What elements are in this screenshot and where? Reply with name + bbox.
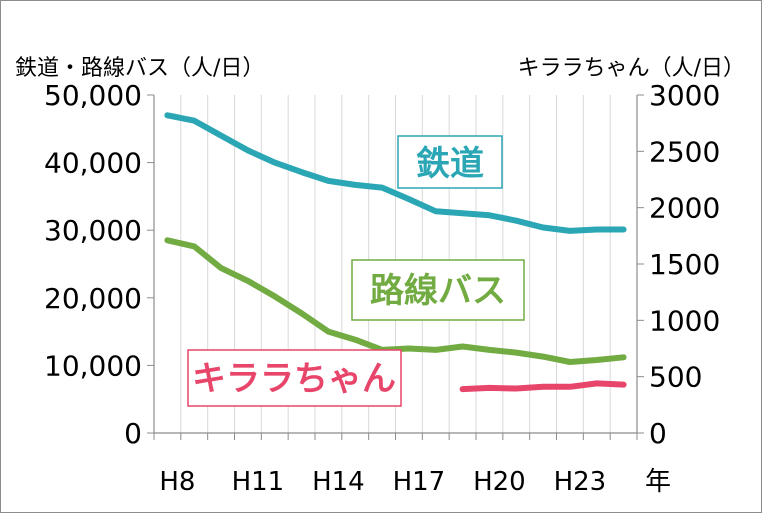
label-kirara-text: キララちゃん bbox=[192, 359, 396, 399]
y-tick-label-left: 20,000 bbox=[44, 282, 142, 315]
label-tetsudo: 鉄道 bbox=[397, 135, 503, 189]
y-tick-label-right: 0 bbox=[649, 417, 667, 450]
label-kirara: キララちゃん bbox=[187, 349, 402, 407]
y-axis-title-left: 鉄道・路線バス（人/日） bbox=[15, 56, 264, 81]
x-tick-label: H20 bbox=[473, 467, 526, 497]
y-tick-label-left: 30,000 bbox=[44, 214, 142, 247]
x-tick-label: H11 bbox=[232, 467, 285, 497]
y-tick-label-right: 2500 bbox=[649, 135, 720, 168]
label-rosenbus: 路線バス bbox=[351, 259, 525, 321]
y-tick-label-left: 40,000 bbox=[44, 147, 142, 180]
y-tick-label-right: 500 bbox=[649, 361, 702, 394]
y-tick-label-right: 3000 bbox=[649, 79, 720, 112]
x-tick-label: H8 bbox=[159, 467, 195, 497]
y-tick-label-left: 0 bbox=[124, 417, 142, 450]
tick-labels: 0 10,000 20,000 30,000 40,000 50,000 0 500 1000 1… bbox=[44, 79, 720, 497]
y-tick-label-right: 2000 bbox=[649, 192, 720, 225]
series-line-1 bbox=[164, 237, 627, 365]
label-rosenbus-text: 路線バス bbox=[370, 271, 506, 311]
x-tick-label: H23 bbox=[554, 467, 607, 497]
x-axis-unit-label: 年 bbox=[645, 467, 671, 497]
y-tick-label-right: 1500 bbox=[649, 248, 720, 281]
x-tick-label: H17 bbox=[393, 467, 446, 497]
y-axis-title-right: キララちゃん（人/日） bbox=[518, 56, 745, 81]
series-lines bbox=[164, 112, 627, 393]
series-line-0 bbox=[164, 112, 627, 234]
label-tetsudo-text: 鉄道 bbox=[416, 144, 484, 184]
axes bbox=[147, 94, 644, 440]
series-line-2 bbox=[459, 380, 627, 393]
y-tick-label-left: 50,000 bbox=[44, 79, 142, 112]
y-tick-label-right: 1000 bbox=[649, 304, 720, 337]
y-tick-label-left: 10,000 bbox=[44, 349, 142, 382]
x-tick-label: H14 bbox=[312, 467, 365, 497]
